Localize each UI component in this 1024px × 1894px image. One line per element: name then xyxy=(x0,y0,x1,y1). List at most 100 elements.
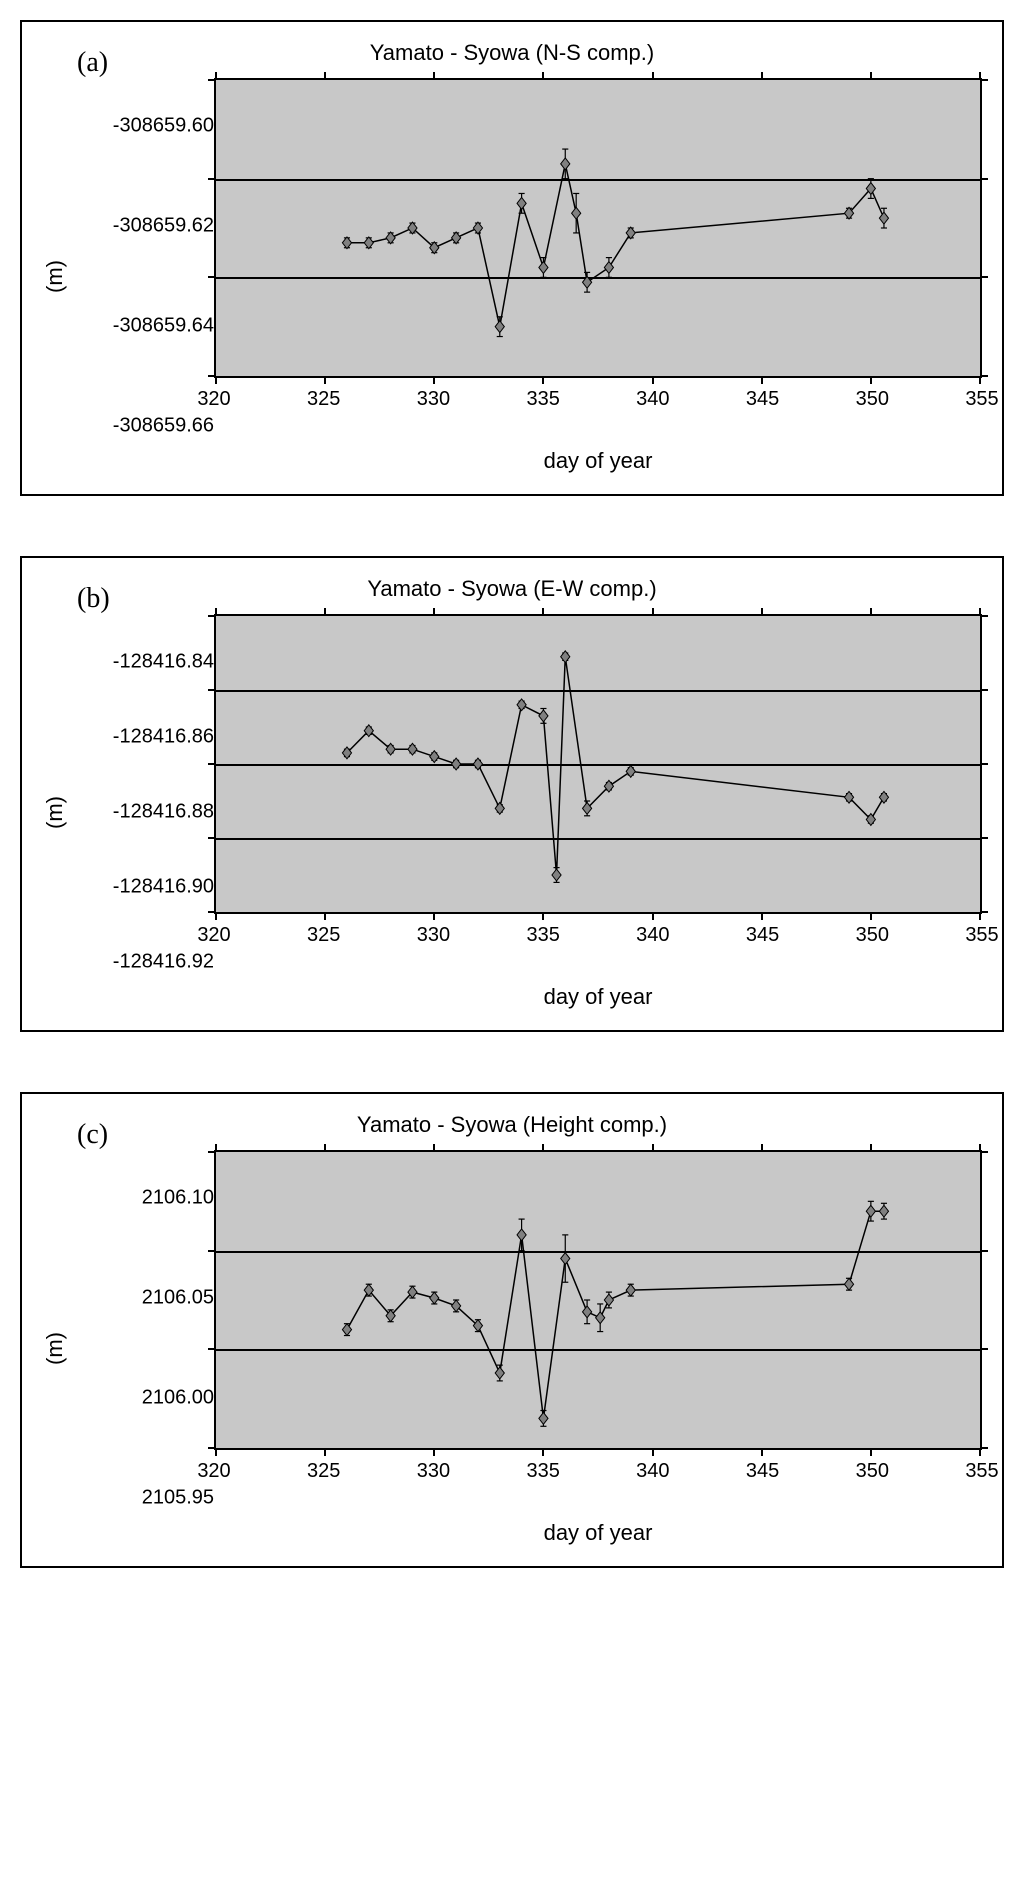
y-axis-label: (m) xyxy=(42,796,68,829)
tick-mark xyxy=(208,763,216,765)
y-tick-label: -308659.66 xyxy=(113,415,214,438)
tick-mark xyxy=(324,1448,326,1456)
panel-label: (c) xyxy=(77,1119,108,1151)
tick-mark xyxy=(980,1447,988,1449)
tick-mark xyxy=(761,72,763,80)
x-tick-label: 320 xyxy=(197,924,230,947)
y-tick-label: 2106.10 xyxy=(142,1187,214,1210)
y-tick-label: -128416.84 xyxy=(113,651,214,674)
x-tick-label: 325 xyxy=(307,924,340,947)
y-ticks: -128416.84-128416.86-128416.88-128416.90… xyxy=(74,662,214,962)
y-tick-label: 2105.95 xyxy=(142,1487,214,1510)
chart-title: Yamato - Syowa (E-W comp.) xyxy=(42,576,982,602)
tick-mark xyxy=(980,1348,988,1350)
tick-mark xyxy=(208,178,216,180)
tick-mark xyxy=(980,178,988,180)
tick-mark xyxy=(980,615,988,617)
x-ticks: 320325330335340345350355 xyxy=(214,924,982,948)
tick-mark xyxy=(980,79,988,81)
y-ticks: 2106.102106.052106.002105.95 xyxy=(74,1198,214,1498)
tick-mark xyxy=(208,375,216,377)
tick-mark xyxy=(208,276,216,278)
tick-mark xyxy=(870,912,872,920)
chart-panel-1: (b)Yamato - Syowa (E-W comp.) (m) -128416.… xyxy=(20,556,1004,1032)
tick-mark xyxy=(433,1144,435,1152)
tick-mark xyxy=(324,912,326,920)
y-tick-label: -128416.88 xyxy=(113,801,214,824)
tick-mark xyxy=(761,376,763,384)
x-tick-label: 350 xyxy=(856,924,889,947)
y-tick-label: -128416.86 xyxy=(113,726,214,749)
charts-container: (a)Yamato - Syowa (N-S comp.) (m) -308659.… xyxy=(20,20,1004,1568)
tick-mark xyxy=(433,912,435,920)
tick-mark xyxy=(208,79,216,81)
panel-label: (a) xyxy=(77,47,108,79)
tick-mark xyxy=(542,1448,544,1456)
tick-mark xyxy=(980,763,988,765)
tick-mark xyxy=(979,912,981,920)
tick-mark xyxy=(652,72,654,80)
tick-mark xyxy=(542,72,544,80)
tick-mark xyxy=(208,837,216,839)
y-axis-label: (m) xyxy=(42,1332,68,1365)
tick-mark xyxy=(979,376,981,384)
x-tick-label: 335 xyxy=(526,924,559,947)
chart-panel-2: (c)Yamato - Syowa (Height comp.)(m)2106.… xyxy=(20,1092,1004,1568)
tick-mark xyxy=(324,1144,326,1152)
tick-mark xyxy=(652,912,654,920)
x-tick-label: 345 xyxy=(746,924,779,947)
x-tick-label: 345 xyxy=(746,388,779,411)
tick-mark xyxy=(433,1448,435,1456)
x-tick-label: 325 xyxy=(307,1460,340,1483)
tick-mark xyxy=(979,1448,981,1456)
tick-mark xyxy=(870,72,872,80)
tick-mark xyxy=(215,1448,217,1456)
tick-mark xyxy=(761,912,763,920)
x-tick-label: 345 xyxy=(746,1460,779,1483)
tick-mark xyxy=(761,608,763,616)
tick-mark xyxy=(652,376,654,384)
panel-label: (b) xyxy=(77,583,110,615)
tick-mark xyxy=(215,376,217,384)
y-tick-label: 2106.00 xyxy=(142,1387,214,1410)
chart-title: Yamato - Syowa (N-S comp.) xyxy=(42,40,982,66)
tick-mark xyxy=(761,1448,763,1456)
x-tick-label: 335 xyxy=(526,1460,559,1483)
chart-title: Yamato - Syowa (Height comp.) xyxy=(42,1112,982,1138)
tick-mark xyxy=(980,689,988,691)
tick-mark xyxy=(208,689,216,691)
tick-mark xyxy=(208,1348,216,1350)
tick-mark xyxy=(652,1144,654,1152)
tick-mark xyxy=(761,1144,763,1152)
tick-mark xyxy=(870,376,872,384)
tick-mark xyxy=(324,376,326,384)
tick-mark xyxy=(870,1144,872,1152)
x-tick-label: 325 xyxy=(307,388,340,411)
x-tick-label: 355 xyxy=(965,1460,998,1483)
tick-mark xyxy=(870,608,872,616)
y-tick-label: -308659.62 xyxy=(113,215,214,238)
tick-mark xyxy=(208,615,216,617)
y-tick-label: -308659.60 xyxy=(113,115,214,138)
plot-area xyxy=(214,78,982,378)
x-tick-label: 355 xyxy=(965,388,998,411)
tick-mark xyxy=(652,608,654,616)
tick-mark xyxy=(433,72,435,80)
x-ticks: 320325330335340345350355 xyxy=(214,388,982,412)
x-tick-label: 340 xyxy=(636,924,669,947)
plot-area xyxy=(214,614,982,914)
data-series xyxy=(216,1152,980,1448)
tick-mark xyxy=(652,1448,654,1456)
data-series xyxy=(216,616,980,912)
x-tick-label: 330 xyxy=(417,924,450,947)
x-tick-label: 320 xyxy=(197,388,230,411)
y-tick-label: -128416.90 xyxy=(113,876,214,899)
tick-mark xyxy=(980,1151,988,1153)
tick-mark xyxy=(324,608,326,616)
data-series xyxy=(216,80,980,376)
tick-mark xyxy=(208,1250,216,1252)
tick-mark xyxy=(215,912,217,920)
chart-panel-0: (a)Yamato - Syowa (N-S comp.)(m)-308659.… xyxy=(20,20,1004,496)
tick-mark xyxy=(980,837,988,839)
tick-mark xyxy=(324,72,326,80)
